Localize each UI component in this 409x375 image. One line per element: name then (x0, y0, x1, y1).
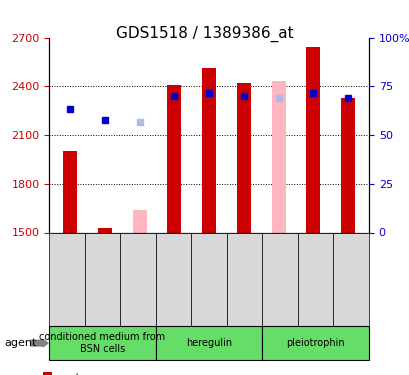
Text: pleiotrophin: pleiotrophin (286, 338, 344, 348)
Bar (167, 85, 181, 232)
Bar (236, 83, 250, 232)
Bar (340, 98, 354, 232)
Text: conditioned medium from
BSN cells: conditioned medium from BSN cells (39, 332, 165, 354)
Text: agent: agent (4, 338, 36, 348)
Bar (202, 68, 216, 232)
Text: count: count (53, 373, 80, 375)
Bar (306, 47, 319, 232)
Bar (132, 210, 146, 232)
Text: heregulin: heregulin (186, 338, 231, 348)
Text: GDS1518 / 1389386_at: GDS1518 / 1389386_at (116, 26, 293, 42)
Bar (63, 151, 77, 232)
Bar (98, 228, 112, 232)
Bar (271, 81, 285, 232)
